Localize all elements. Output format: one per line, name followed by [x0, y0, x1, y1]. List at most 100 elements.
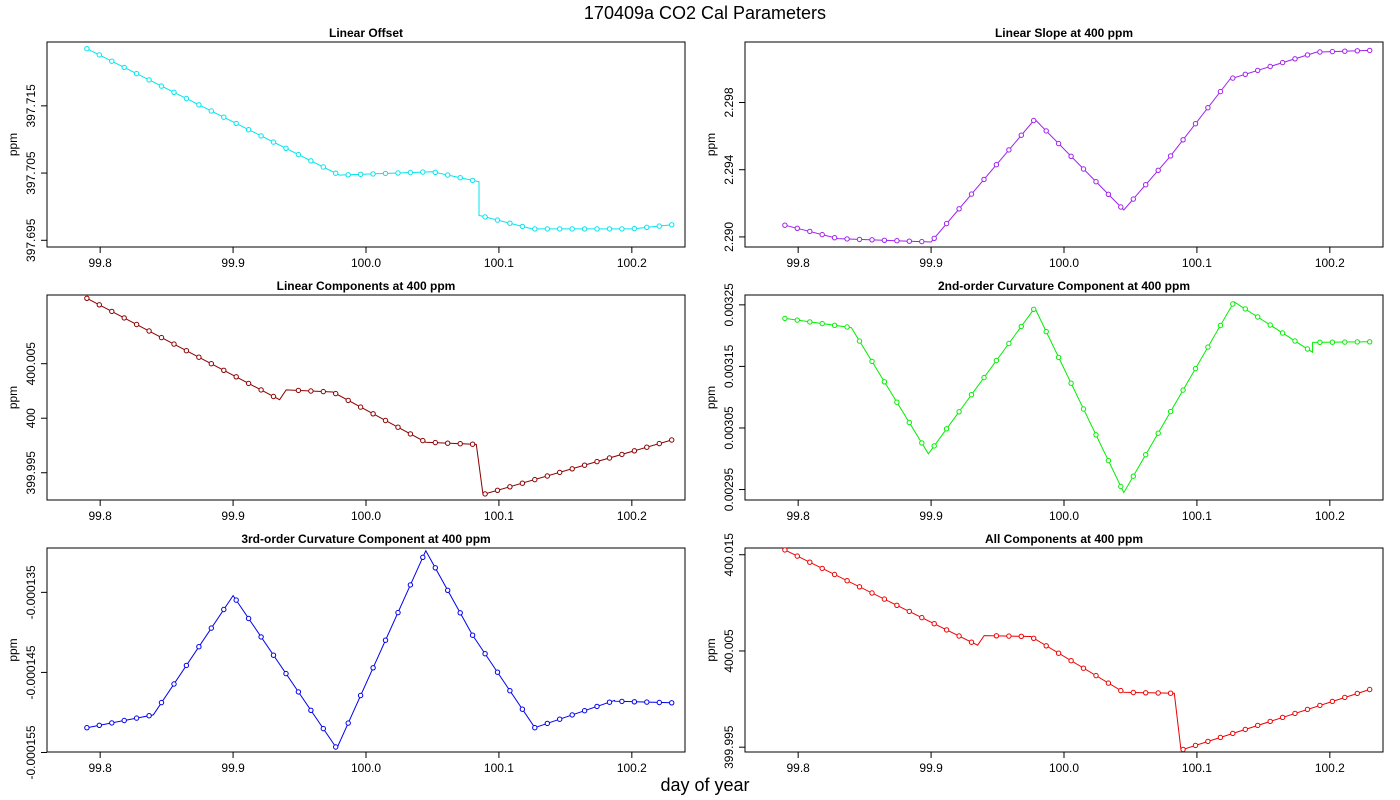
x-tick-label: 100.0 — [351, 509, 381, 523]
data-point — [906, 419, 912, 426]
data-point — [856, 338, 863, 344]
data-point — [432, 169, 438, 176]
x-tick-label: 100.2 — [1315, 761, 1345, 775]
data-point — [121, 315, 127, 321]
data-point — [270, 652, 277, 658]
data-point — [96, 722, 103, 728]
chart-panel-3: Linear Components at 400 ppm ppm 99.8 99.9 1… — [6, 279, 686, 523]
data-point — [782, 547, 788, 553]
data-point — [1167, 690, 1174, 696]
data-point — [606, 699, 613, 705]
data-point — [270, 393, 277, 400]
data-point — [1367, 686, 1373, 693]
data-point — [1118, 687, 1124, 694]
data-point — [382, 417, 389, 424]
data-point — [507, 220, 513, 226]
x-tick-label: 99.8 — [88, 256, 112, 270]
data-point — [1292, 710, 1298, 717]
data-point — [544, 226, 550, 232]
data-point — [295, 689, 302, 695]
data-point — [1080, 665, 1087, 671]
data-point — [881, 596, 888, 602]
data-point — [993, 357, 1000, 364]
data-point — [794, 317, 800, 323]
data-point — [869, 358, 875, 365]
data-point — [1217, 322, 1224, 329]
data-point — [333, 744, 339, 750]
data-point — [395, 609, 401, 616]
y-tick-label: 0.00295 — [722, 468, 736, 512]
data-point — [844, 578, 850, 584]
data-point — [1143, 690, 1149, 696]
data-point — [631, 448, 638, 454]
data-point — [794, 225, 800, 232]
data-point — [943, 220, 950, 227]
data-point — [482, 214, 488, 220]
panel-title: All Components at 400 ppm — [985, 532, 1143, 546]
figure-x-axis-label: day of year — [660, 775, 749, 795]
data-point — [1242, 306, 1249, 312]
data-point — [171, 89, 177, 96]
y-tick-label: 2.298 — [722, 87, 736, 117]
data-point — [96, 302, 103, 308]
y-tick-label: 2.294 — [722, 154, 736, 184]
data-point — [1342, 48, 1348, 54]
data-point — [1130, 196, 1137, 202]
data-point — [345, 720, 351, 726]
data-point — [1217, 88, 1224, 95]
y-axis-label: ppm — [704, 133, 718, 156]
data-point — [121, 64, 127, 71]
data-point — [432, 565, 438, 571]
x-tick-label: 100.1 — [1182, 761, 1212, 775]
data-point — [1354, 690, 1361, 697]
data-point — [644, 699, 650, 705]
data-point — [1055, 354, 1062, 361]
data-point — [819, 565, 825, 572]
data-point — [469, 177, 476, 184]
data-point — [519, 480, 526, 486]
data-point — [956, 409, 962, 415]
y-tick-label: 397.705 — [24, 151, 38, 195]
x-tick-label: 100.2 — [1315, 256, 1345, 270]
data-point — [445, 172, 451, 178]
data-point — [1130, 689, 1137, 696]
data-point — [308, 158, 314, 164]
data-point — [1267, 322, 1273, 328]
data-point — [245, 127, 252, 133]
data-point — [233, 597, 239, 603]
data-point — [221, 367, 227, 373]
data-point — [382, 637, 389, 643]
data-point — [594, 703, 600, 710]
data-point — [968, 191, 975, 197]
data-point — [420, 169, 426, 175]
data-point — [1304, 346, 1311, 352]
data-point — [1367, 47, 1373, 54]
data-point — [581, 708, 588, 714]
data-point — [133, 715, 140, 721]
data-point — [158, 699, 165, 706]
x-tick-label: 100.1 — [1182, 256, 1212, 270]
data-point — [1255, 314, 1261, 320]
data-point — [196, 644, 202, 650]
data-point — [1118, 483, 1124, 490]
data-point — [956, 633, 962, 639]
series-line — [86, 549, 672, 750]
data-point — [1018, 633, 1024, 639]
data-point — [1055, 140, 1062, 147]
data-point — [881, 379, 888, 385]
data-point — [619, 451, 625, 458]
data-point — [320, 164, 326, 170]
data-point — [1167, 408, 1174, 415]
data-point — [245, 615, 252, 622]
data-point — [844, 324, 850, 330]
data-point — [1093, 179, 1099, 185]
y-tick-label: 400.005 — [24, 342, 38, 386]
data-point — [1155, 690, 1161, 696]
data-point — [445, 440, 451, 446]
series-line — [784, 549, 1370, 751]
data-point — [1093, 432, 1099, 438]
x-tick-label: 99.9 — [221, 256, 245, 270]
data-point — [320, 725, 326, 732]
x-tick-label: 99.8 — [786, 256, 810, 270]
data-point — [532, 725, 538, 731]
